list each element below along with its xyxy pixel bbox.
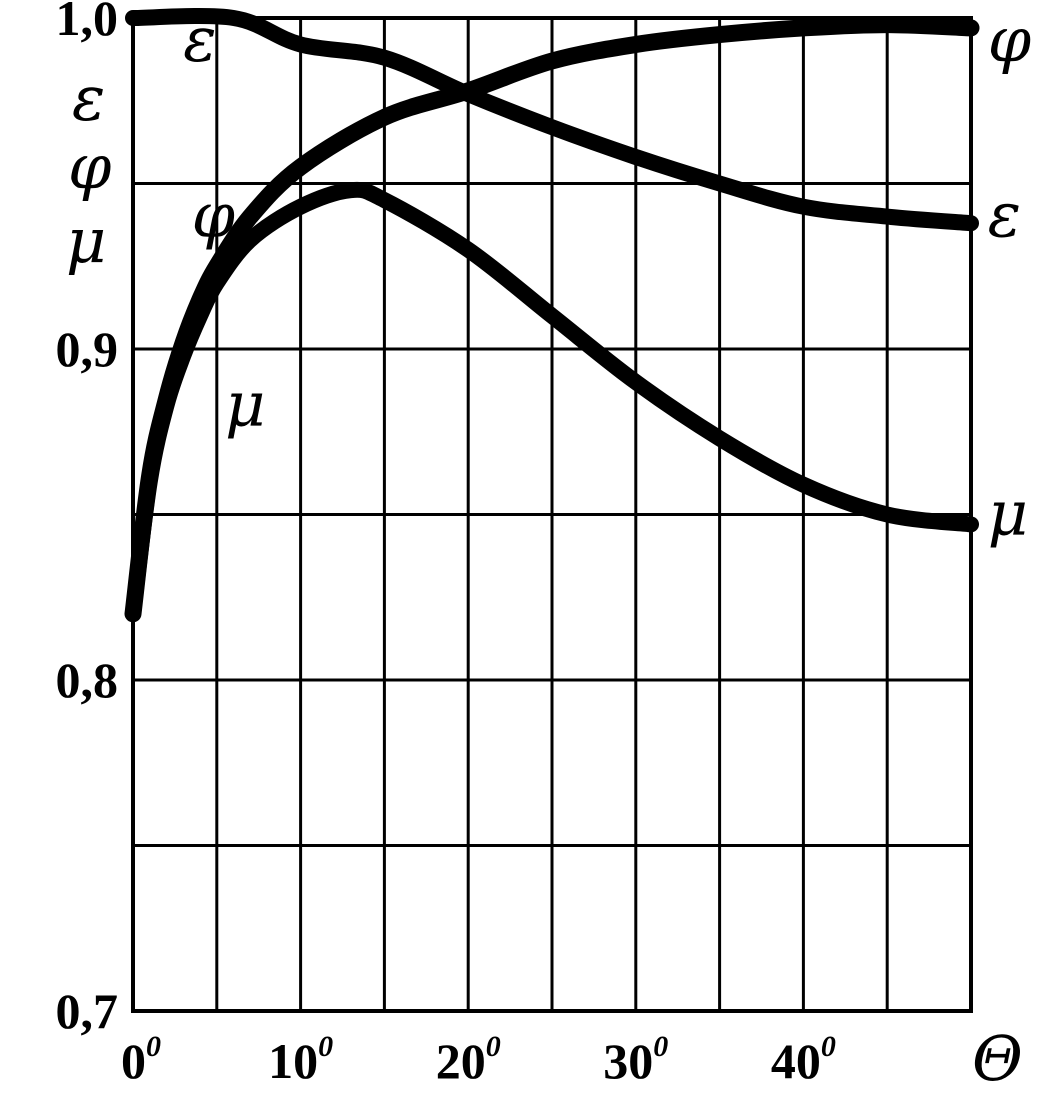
chart-grid [133, 18, 971, 1011]
x-tick-label: 00 [121, 1030, 161, 1089]
x-tick-label: 200 [436, 1030, 501, 1089]
x-tick-degree-sup: 0 [318, 1030, 333, 1063]
curve-label: φ [988, 3, 1032, 76]
y-tick-label: 0,8 [56, 652, 119, 708]
x-tick-label: 300 [603, 1030, 668, 1089]
x-tick-degree-sup: 0 [146, 1030, 161, 1063]
curve-label: ε [183, 3, 216, 76]
y-axis-symbol-mu: μ [66, 204, 106, 277]
x-axis-label: Θ [972, 1022, 1023, 1094]
x-tick-degree-sup: 0 [486, 1030, 501, 1063]
series-epsilon-line [125, 8, 979, 232]
series-group [124, 8, 980, 623]
curve-label: μ [988, 477, 1028, 550]
curve-label: μ [225, 367, 265, 440]
series-mu-line [125, 181, 979, 622]
x-tick-label: 400 [771, 1030, 836, 1089]
curve-label: ε [988, 179, 1021, 252]
y-tick-label: 0,9 [56, 321, 119, 377]
x-tick-degree-sup: 0 [821, 1030, 836, 1063]
y-tick-label: 1,0 [56, 0, 119, 46]
x-tick-degree-sup: 0 [653, 1030, 668, 1063]
curve-label: φ [192, 179, 236, 252]
plot-frame [131, 16, 973, 1013]
curve-labels: ε φ ε μ φ μ [183, 3, 1031, 549]
y-tick-label: 0,7 [56, 983, 119, 1039]
x-tick-label: 100 [268, 1030, 333, 1089]
y-axis-symbol-epsilon: ε [72, 62, 105, 135]
y-axis-symbol-phi: φ [68, 130, 112, 203]
